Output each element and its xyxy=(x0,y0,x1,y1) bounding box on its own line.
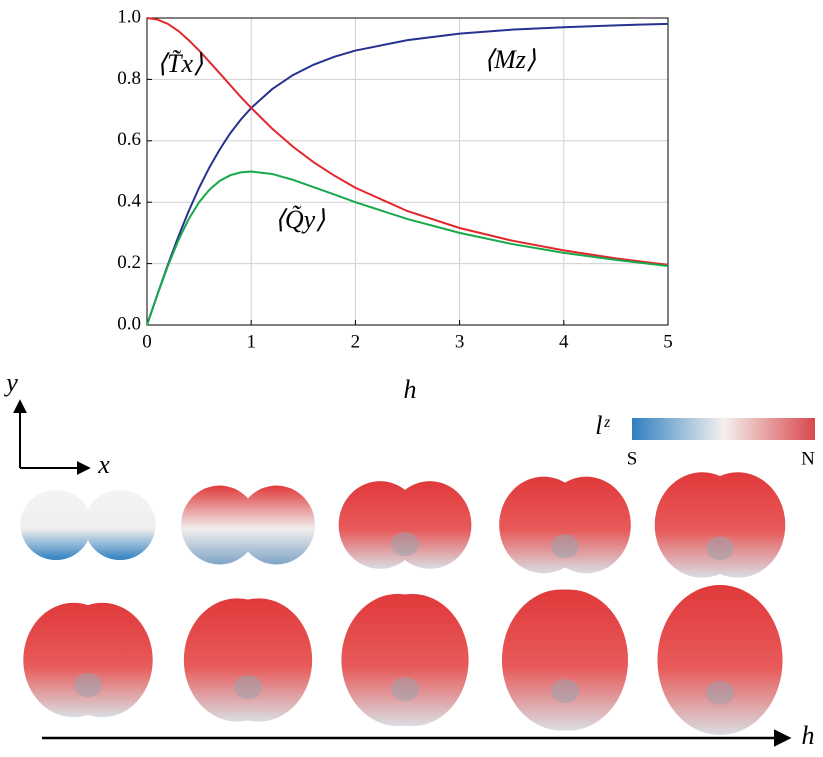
shape-lobe xyxy=(541,476,631,574)
shape-dimple xyxy=(551,534,579,559)
shape-lobe xyxy=(690,472,786,578)
shape-lobe xyxy=(20,490,92,560)
colorbar-label: lᶻ xyxy=(595,411,610,440)
shape-dimple xyxy=(706,536,734,561)
shape-lobe xyxy=(51,602,153,718)
series-line xyxy=(146,22,669,326)
shape-lobe xyxy=(657,585,783,735)
colorbar-min: S xyxy=(627,448,638,469)
x-axis-label: h xyxy=(404,375,417,404)
shape-lobe xyxy=(205,598,313,722)
shape-dimple xyxy=(74,673,102,698)
x-tick-label: 4 xyxy=(559,331,569,352)
plot-frame xyxy=(146,17,669,326)
y-dir-label: y xyxy=(3,368,18,397)
series-label: ⟨Q̃y⟩ xyxy=(275,205,326,234)
x-tick-label: 3 xyxy=(455,331,465,352)
colorbar xyxy=(632,418,815,440)
colorbar-max: N xyxy=(801,448,815,469)
series-line xyxy=(146,17,669,266)
shape-dimple xyxy=(391,677,419,702)
shape-lobe xyxy=(237,485,315,565)
shapes xyxy=(20,472,786,735)
shape-dimple xyxy=(391,532,419,557)
y-tick-label: 1.0 xyxy=(117,6,141,27)
series-label: ⟨Mz⟩ xyxy=(484,45,536,74)
y-tick-label: 0.4 xyxy=(117,191,141,212)
shape-lobe xyxy=(509,589,629,731)
series-line xyxy=(146,170,669,326)
y-tick-label: 0.8 xyxy=(117,68,141,89)
y-tick-label: 0.6 xyxy=(117,129,141,150)
shape-lobe xyxy=(84,490,156,560)
shape-dimple xyxy=(551,679,579,704)
series-label: ⟨T̃x⟩ xyxy=(157,49,203,78)
y-tick-label: 0.0 xyxy=(117,313,141,334)
x-tick-label: 0 xyxy=(142,331,152,352)
x-dir-label: x xyxy=(97,450,110,479)
x-tick-label: 1 xyxy=(246,331,256,352)
h-arrow-label: h xyxy=(802,721,815,750)
shape-lobe xyxy=(181,485,259,565)
shape-dimple xyxy=(706,681,734,705)
shape-lobe xyxy=(355,593,469,727)
x-tick-label: 2 xyxy=(351,331,361,352)
y-tick-label: 0.2 xyxy=(117,252,141,273)
x-tick-label: 5 xyxy=(663,331,673,352)
shape-dimple xyxy=(234,675,262,700)
